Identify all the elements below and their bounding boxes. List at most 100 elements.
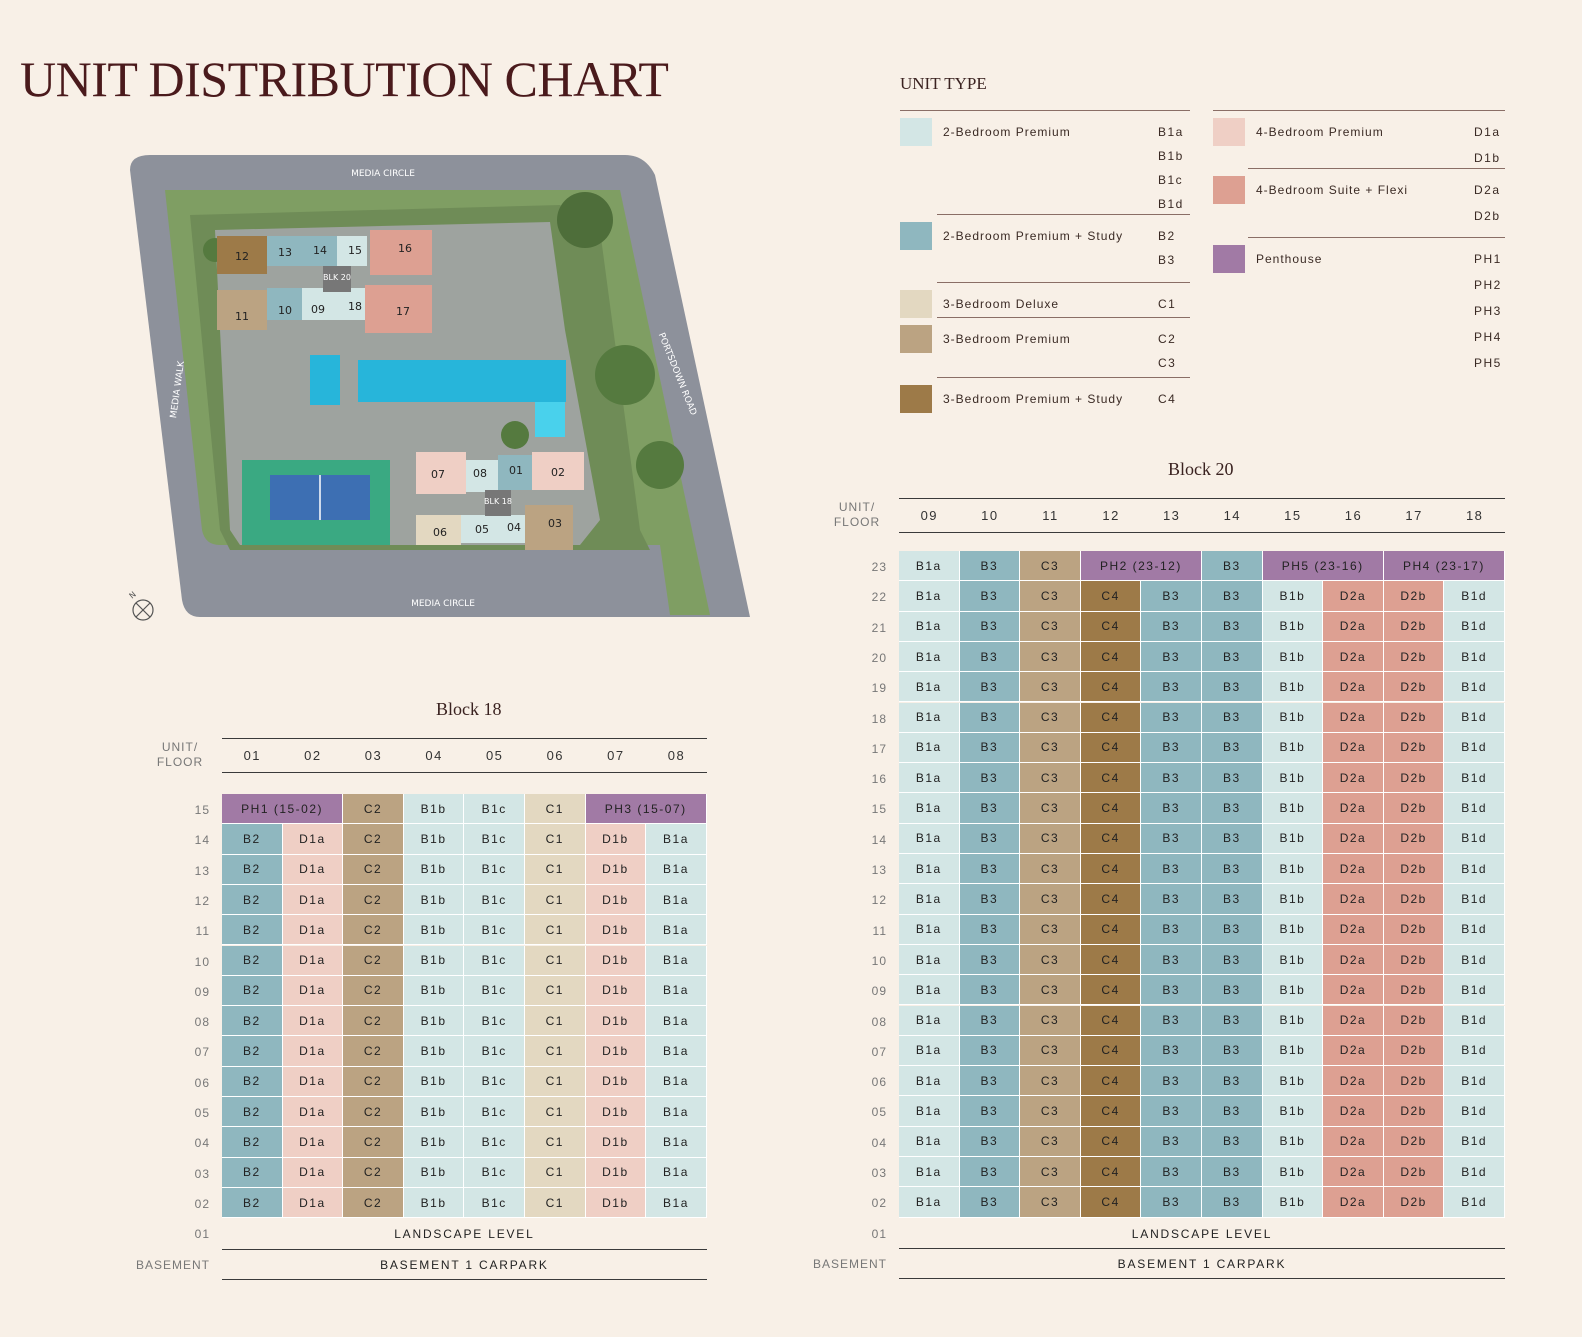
unit-cell: B3 [1141,1187,1202,1218]
legend-code: B1b [1158,149,1184,163]
unit-cell: C4 [1080,914,1142,945]
legend-code: PH2 [1474,278,1502,292]
floor-label: 08 [871,1014,887,1029]
unit-cell: D2a [1323,1187,1384,1218]
unit-cell: B1b [1262,884,1324,915]
unit-cell: B1b [1262,1035,1324,1067]
unit-cell: B1a [646,884,707,916]
unit-cell: D2b [1383,793,1445,824]
floor-label: 02 [871,1196,887,1211]
unit-cell: B1a [899,641,960,673]
column-header: 15 [1284,508,1302,523]
floor-label: 06 [194,1075,210,1090]
unit-cell: B1a [899,975,960,1006]
unit-label-13: 13 [278,246,292,259]
unit-cell: D2a [1323,581,1384,612]
unit-cell: D2b [1383,1187,1445,1218]
unit-cell: B1a [646,915,707,946]
unit-label-16: 16 [398,242,412,255]
unit-cell: B1b [403,1097,465,1128]
unit-cell: C2 [343,854,404,885]
unit-cell: D2a [1323,975,1384,1006]
unit-cell: B3 [959,641,1021,673]
legend-code: B1a [1158,125,1184,139]
unit-cell: B3 [1141,793,1202,824]
unit-cell: C3 [1020,944,1081,976]
unit-cell: B1a [899,732,960,764]
unit-cell: B2 [222,915,283,946]
unit-cell: B1d [1444,823,1505,854]
unit-cell: B1d [1444,763,1505,794]
unit-cell: B3 [959,823,1021,854]
table-rule [222,772,707,773]
unit-cell: B1b [1262,854,1324,885]
unit-cell: B3 [1141,702,1202,733]
legend-type-name: 2-Bedroom Premium [943,125,1071,139]
unit-cell: B1d [1444,914,1505,945]
unit-cell: B1b [403,945,465,976]
unit-cell: B1b [1262,702,1324,733]
unit-cell: B3 [1202,702,1263,733]
floor-label: 12 [194,893,210,908]
legend-code: C2 [1158,332,1177,346]
column-header: 08 [667,748,686,763]
legend-code: B2 [1158,229,1176,243]
column-header: 14 [1223,508,1242,523]
unit-cell: B1a [899,611,960,642]
floor-label: 13 [871,863,887,877]
unit-floor-label: FLOOR [833,515,881,529]
unit-cell: C3 [1020,581,1081,612]
floor-label: 15 [871,802,887,817]
floor-label: 07 [871,1044,887,1059]
floor-label: 23 [871,560,887,574]
unit-cell: B3 [1141,854,1202,885]
unit-cell: B1b [1262,1126,1324,1157]
unit-cell: C2 [343,884,404,916]
floor-label: 17 [871,741,887,756]
site-plan-map: BLK 20 BLK 18 12 13 14 15 16 11 10 09 18… [128,155,750,621]
unit-cell: B2 [222,884,283,916]
unit-cell: PH2 (23-12) [1080,551,1202,582]
unit-cell: B2 [222,1157,283,1188]
unit-label-11: 11 [235,310,249,323]
unit-cell: C4 [1080,1096,1142,1127]
unit-cell: B3 [959,1157,1021,1188]
unit-cell: D2a [1323,793,1384,824]
unit-cell: B3 [1202,1187,1263,1218]
unit-cell: D2b [1383,1035,1445,1067]
unit-cell: B3 [1202,672,1263,703]
unit-cell: B3 [959,1187,1021,1218]
unit-cell: C2 [343,915,404,946]
unit-cell: B1d [1444,641,1505,673]
unit-cell: B1c [464,884,525,916]
unit-cell: B3 [1202,884,1263,915]
unit-cell: C4 [1080,641,1142,673]
unit-cell: B1c [464,1097,525,1128]
unit-cell: B3 [959,914,1021,945]
unit-cell: C4 [1080,944,1142,976]
unit-cell: B1a [646,1036,707,1067]
legend-code: D1b [1474,151,1501,165]
floor-label: 14 [871,832,887,847]
unit-cell: B1a [646,824,707,855]
unit-cell: B1b [1262,732,1324,764]
unit-cell: C2 [343,1006,404,1037]
unit-cell: D2b [1383,1066,1445,1097]
unit-cell: B1c [464,1127,525,1158]
floor-label: 01 [871,1226,887,1241]
unit-cell: B1a [899,1187,960,1218]
unit-cell: B1a [646,1187,707,1219]
unit-cell: B1d [1444,1126,1505,1157]
unit-cell: B3 [1202,914,1263,945]
unit-cell: D1b [585,1006,647,1037]
unit-cell: B1b [403,975,465,1007]
unit-cell: D2a [1323,854,1384,885]
unit-cell: D1a [282,915,344,946]
unit-cell: C1 [525,1127,586,1158]
unit-cell: D1a [282,1097,344,1128]
unit-cell: D2a [1323,1066,1384,1097]
unit-cell: C3 [1020,1187,1081,1218]
column-header: 06 [546,748,565,763]
unit-label-07: 07 [431,468,445,481]
unit-cell: B3 [959,581,1021,612]
